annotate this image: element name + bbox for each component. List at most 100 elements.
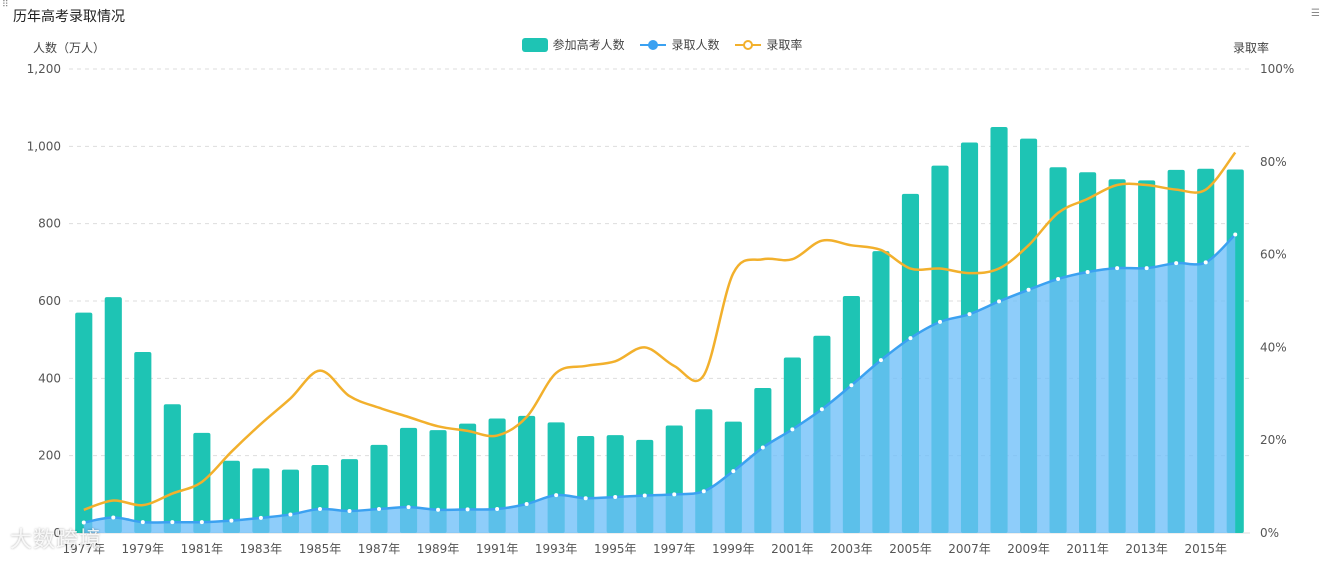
x-tick-label: 1989年 <box>417 542 460 556</box>
admit-point <box>1233 232 1238 237</box>
admit-point <box>1085 270 1090 274</box>
legend-item-exam[interactable]: 参加高考人数 <box>521 36 625 53</box>
x-tick-label: 2001年 <box>771 542 814 556</box>
admit-point <box>111 515 116 520</box>
y2-tick-label: 40% <box>1260 340 1287 354</box>
admit-point <box>819 407 824 412</box>
legend-label-exam: 参加高考人数 <box>552 38 625 52</box>
x-tick-label: 2009年 <box>1007 542 1050 556</box>
legend-label-rate: 录取率 <box>766 38 803 52</box>
menu-icon[interactable]: ☰ <box>1311 8 1320 19</box>
admit-point <box>672 492 677 497</box>
legend-item-rate[interactable]: 录取率 <box>735 36 802 53</box>
admit-point <box>760 445 765 450</box>
y2-tick-label: 0% <box>1260 526 1279 540</box>
x-tick-label: 2005年 <box>889 542 932 556</box>
bar-exam <box>488 418 506 533</box>
admit-point <box>642 493 647 498</box>
admit-point <box>997 299 1002 304</box>
y2-tick-label: 60% <box>1260 248 1287 262</box>
rate-line <box>83 151 1237 511</box>
drag-handle-icon[interactable]: ⠿ <box>2 0 9 10</box>
y-tick-label: 200 <box>38 449 61 463</box>
y2-axis-label: 录取率 <box>1233 40 1269 55</box>
y-tick-label: 800 <box>38 217 61 231</box>
admit-point <box>1203 260 1208 265</box>
admit-point <box>495 507 500 512</box>
bar-exam <box>222 460 240 533</box>
y2-tick-label: 20% <box>1260 433 1287 447</box>
admit-point <box>701 489 706 494</box>
admit-point <box>436 507 441 512</box>
admit-point <box>465 507 470 512</box>
admit-point <box>258 515 263 520</box>
legend-item-admit[interactable]: 录取人数 <box>640 36 720 53</box>
chart-legend: 参加高考人数 录取人数 录取率 <box>0 36 1324 53</box>
admit-point <box>524 502 529 506</box>
admit-point <box>140 520 145 525</box>
admit-point <box>790 427 795 432</box>
bar-exam <box>75 312 93 533</box>
admit-point <box>81 520 86 525</box>
admit-point <box>554 493 559 498</box>
bar-exam <box>429 430 447 533</box>
legend-bar-swatch <box>521 37 548 52</box>
legend-label-admit: 录取人数 <box>671 38 720 52</box>
y-tick-label: 600 <box>38 294 61 308</box>
admit-point <box>347 508 352 513</box>
admit-point <box>377 507 382 512</box>
admit-line <box>83 233 1237 524</box>
watermark-text: 大数跨境 <box>10 528 103 553</box>
y2-tick-label: 100% <box>1260 62 1294 76</box>
admit-point <box>406 505 411 510</box>
x-tick-label: 1985年 <box>299 542 342 556</box>
legend-rate-swatch <box>735 38 762 52</box>
x-tick-label: 2007年 <box>948 542 991 556</box>
x-tick-label: 2013年 <box>1125 542 1168 556</box>
x-tick-label: 2011年 <box>1066 542 1109 556</box>
admit-point <box>288 512 293 517</box>
admit-point <box>849 383 854 388</box>
x-tick-label: 1995年 <box>594 542 637 556</box>
y2-tick-label: 80% <box>1260 155 1287 169</box>
admit-point <box>731 469 736 474</box>
y-tick-label: 1,200 <box>27 62 61 76</box>
admit-area <box>83 234 1236 533</box>
bar-exam <box>104 297 122 533</box>
admit-point <box>229 518 234 523</box>
x-tick-label: 2003年 <box>830 542 873 556</box>
bar-exam <box>134 352 152 533</box>
admit-point <box>1174 261 1179 266</box>
admit-point <box>878 358 883 363</box>
y-tick-label: 1,000 <box>27 139 61 153</box>
x-tick-label: 1987年 <box>358 542 401 556</box>
admit-point <box>1115 266 1120 271</box>
admit-point <box>967 312 972 317</box>
x-tick-label: 1979年 <box>122 542 165 556</box>
chart-title: 历年高考录取情况 <box>13 9 125 25</box>
admit-point <box>1026 287 1031 292</box>
admit-point <box>170 520 175 525</box>
y-axis-label: 人数（万人） <box>33 40 105 55</box>
x-tick-label: 1997年 <box>653 542 696 556</box>
x-tick-label: 1977年 <box>62 542 105 556</box>
x-tick-label: 1991年 <box>476 542 519 556</box>
x-tick-label: 1999年 <box>712 542 755 556</box>
x-tick-label: 1993年 <box>535 542 578 556</box>
x-tick-label: 2015年 <box>1184 542 1227 556</box>
admit-point <box>317 507 322 512</box>
admit-point <box>1144 266 1149 271</box>
admit-point <box>583 496 588 501</box>
admit-point <box>937 319 942 324</box>
bar-exam <box>163 404 181 533</box>
admit-point <box>199 520 204 525</box>
bar-exam <box>459 423 477 533</box>
admit-point <box>908 336 913 341</box>
x-tick-label: 1983年 <box>240 542 283 556</box>
admit-point <box>1056 276 1061 281</box>
admit-point <box>613 495 618 500</box>
legend-admit-swatch <box>640 38 667 52</box>
y-tick-label: 400 <box>38 371 61 385</box>
x-tick-label: 1981年 <box>181 542 224 556</box>
